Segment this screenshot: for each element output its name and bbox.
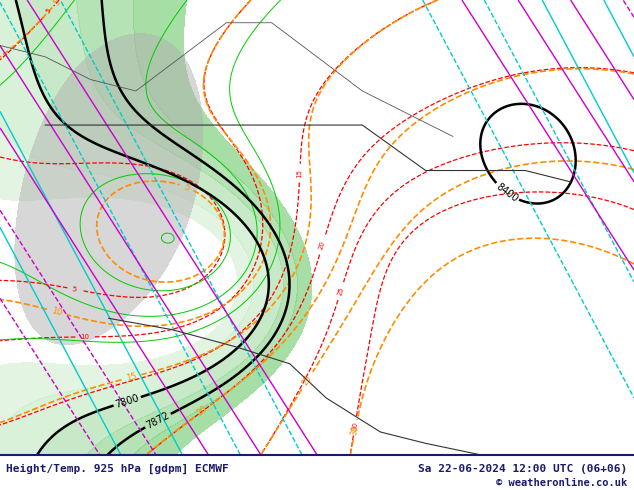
Text: 25: 25 bbox=[337, 286, 345, 296]
Text: 5: 5 bbox=[45, 8, 53, 15]
Text: 30: 30 bbox=[350, 424, 361, 436]
Text: 20: 20 bbox=[318, 241, 327, 251]
Text: 15: 15 bbox=[297, 169, 303, 178]
Text: Height/Temp. 925 hPa [gdpm] ECMWF: Height/Temp. 925 hPa [gdpm] ECMWF bbox=[6, 464, 229, 474]
Text: 5: 5 bbox=[52, 0, 62, 7]
Text: 10: 10 bbox=[51, 306, 63, 318]
Text: 10: 10 bbox=[81, 334, 89, 340]
Text: 5: 5 bbox=[72, 286, 77, 293]
Text: 5: 5 bbox=[183, 182, 191, 193]
Text: 25: 25 bbox=[301, 374, 314, 388]
Text: 20: 20 bbox=[195, 404, 209, 417]
Text: Sa 22-06-2024 12:00 UTC (06+06): Sa 22-06-2024 12:00 UTC (06+06) bbox=[418, 464, 628, 473]
Text: 15: 15 bbox=[126, 371, 138, 383]
Text: © weatheronline.co.uk: © weatheronline.co.uk bbox=[496, 478, 628, 488]
Text: 7800: 7800 bbox=[114, 393, 141, 410]
Text: 7872: 7872 bbox=[145, 410, 171, 431]
Text: 30: 30 bbox=[351, 421, 359, 431]
Text: 8400: 8400 bbox=[494, 181, 520, 204]
